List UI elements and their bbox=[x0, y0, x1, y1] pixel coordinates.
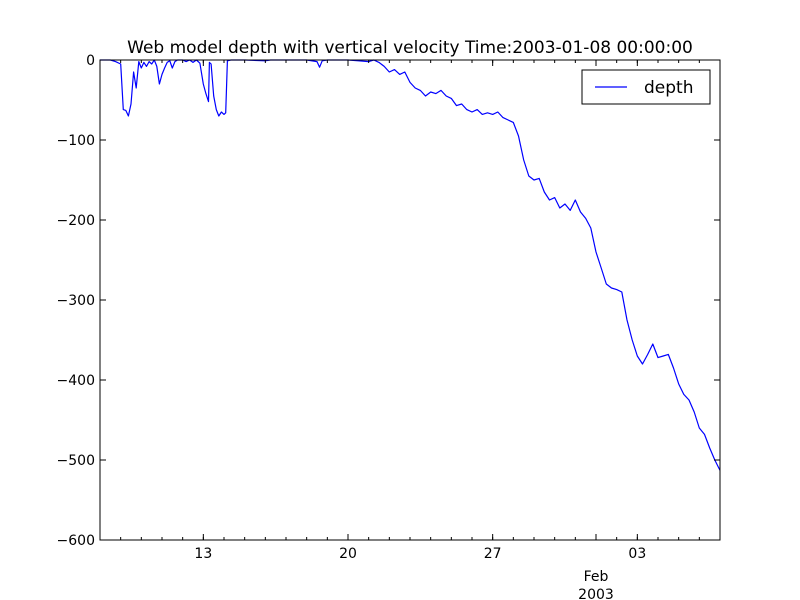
plot-background bbox=[100, 60, 720, 540]
plot-area bbox=[99, 59, 721, 541]
legend-label-depth: depth bbox=[644, 78, 693, 98]
legend: depth bbox=[581, 69, 711, 105]
y-tick-label: −200 bbox=[57, 213, 95, 229]
y-axis: 0 −100 −200 −300 −400 −500 −600 bbox=[57, 53, 720, 549]
chart-title: Web model depth with vertical velocity T… bbox=[127, 38, 693, 58]
x-axis: 13 20 27 Feb 2003 03 bbox=[99, 60, 721, 600]
y-tick-label: 0 bbox=[86, 53, 95, 69]
y-tick-label: −300 bbox=[57, 293, 95, 309]
x-tick-label: 03 bbox=[628, 546, 646, 562]
x-tick-sublabel: 2003 bbox=[578, 587, 614, 600]
y-tick-label: −500 bbox=[57, 453, 95, 469]
x-tick-label: 13 bbox=[194, 546, 212, 562]
series-line-depth bbox=[100, 59, 721, 471]
y-tick-label: −100 bbox=[57, 133, 95, 149]
y-tick-label: −600 bbox=[57, 533, 95, 549]
y-tick-label: −400 bbox=[57, 373, 95, 389]
x-tick-label: Feb bbox=[584, 569, 609, 585]
x-tick-label: 20 bbox=[339, 546, 357, 562]
x-tick-label: 27 bbox=[484, 546, 502, 562]
